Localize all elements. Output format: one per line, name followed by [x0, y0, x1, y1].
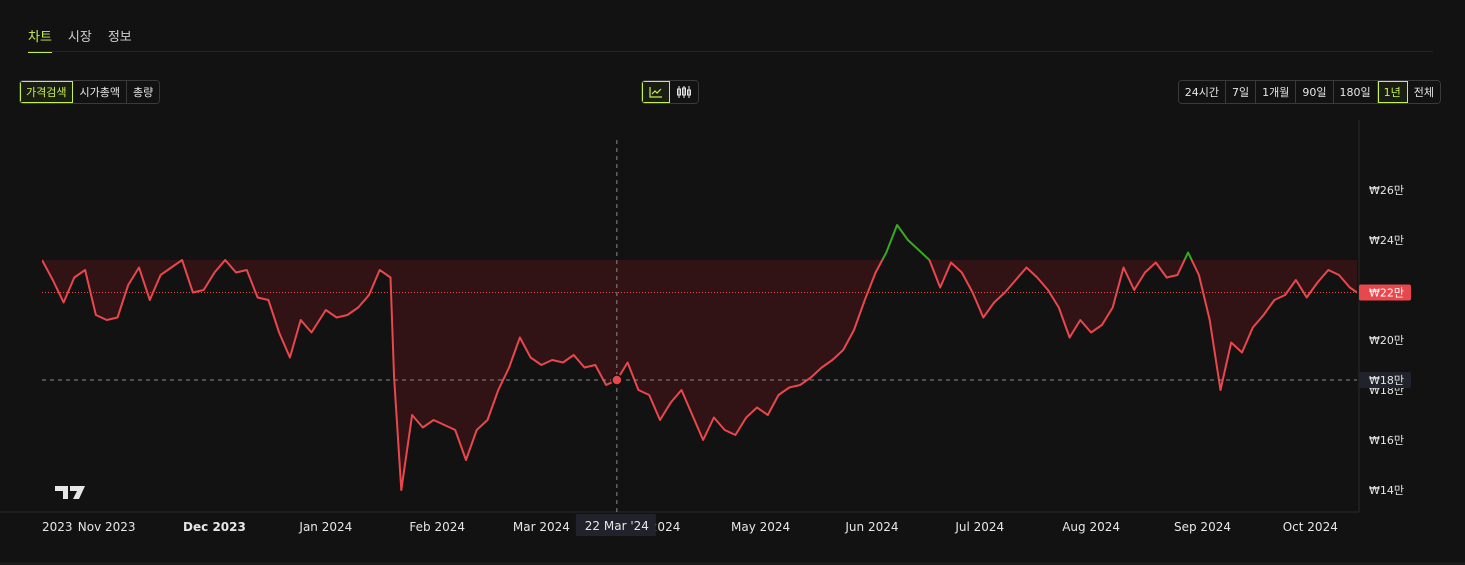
tab-chart[interactable]: 차트	[28, 26, 52, 53]
current-price-tag	[1359, 284, 1411, 301]
y-tick-label: ₩24만	[1369, 234, 1404, 247]
x-tick-label: Aug 2024	[1062, 520, 1120, 534]
x-tick-label: May 2024	[731, 520, 790, 534]
y-tick-label: ₩20만	[1369, 334, 1404, 347]
x-tick-label: 2023	[42, 520, 73, 534]
x-tick-label: Nov 2023	[78, 520, 136, 534]
y-tick-label: ₩14만	[1369, 484, 1404, 497]
range-24h-button[interactable]: 24시간	[1178, 81, 1226, 103]
market-cap-button[interactable]: 시가총액	[73, 81, 127, 103]
x-tick-label: Oct 2024	[1283, 520, 1338, 534]
tab-market[interactable]: 시장	[67, 30, 92, 45]
x-tick-label: Jul 2024	[954, 520, 1004, 534]
price-area-fill	[42, 260, 1357, 490]
tab-divider	[28, 51, 1433, 52]
range-90d-button[interactable]: 90일	[1296, 81, 1334, 103]
volume-button[interactable]: 총량	[126, 81, 160, 103]
crosshair-x-tag	[575, 514, 656, 536]
price-button[interactable]: 가격검색	[20, 81, 74, 103]
tab-bar: 차트 시장 정보	[28, 26, 132, 53]
crosshair-y-tag	[1359, 372, 1411, 388]
y-tick-label: ₩16만	[1369, 434, 1404, 447]
y-tick-label: ₩26만	[1369, 184, 1404, 197]
x-tick-label: Sep 2024	[1174, 520, 1231, 534]
current-price-label: ₩22만	[1369, 287, 1404, 300]
range-1y-button[interactable]: 1년	[1377, 81, 1408, 103]
chart-type-selector	[641, 80, 699, 104]
crosshair-point	[611, 374, 623, 386]
price-chart[interactable]: ₩14만₩16만₩18만₩20만₩22만₩24만₩26만₩22만₩18만2023…	[0, 120, 1465, 540]
tab-info[interactable]: 정보	[107, 30, 132, 45]
range-7d-button[interactable]: 7일	[1226, 81, 1257, 103]
x-tick-label: Mar 2024	[513, 520, 570, 534]
price-line-down	[42, 260, 1357, 491]
range-all-button[interactable]: 전체	[1407, 81, 1440, 103]
x-tick-label: Dec 2023	[183, 520, 246, 534]
tradingview-logo-icon	[55, 486, 85, 499]
x-tick-label: Feb 2024	[409, 520, 465, 534]
x-tick-label: Jun 2024	[844, 520, 898, 534]
metric-selector: 가격검색 시가총액 총량	[19, 80, 161, 104]
bottom-divider	[0, 562, 1465, 565]
line-chart-button[interactable]	[642, 81, 670, 103]
crosshair-y-label: ₩18만	[1369, 374, 1404, 387]
candlestick-icon	[677, 86, 691, 98]
range-1m-button[interactable]: 1개월	[1256, 81, 1297, 103]
line-chart-icon	[648, 87, 662, 98]
x-tick-label: Jan 2024	[298, 520, 352, 534]
crosshair-x-label: 22 Mar '24	[585, 519, 649, 533]
candlestick-button[interactable]	[670, 81, 698, 103]
time-range-selector: 24시간 7일 1개월 90일 180일 1년 전체	[1177, 80, 1441, 104]
range-180d-button[interactable]: 180일	[1333, 81, 1378, 103]
